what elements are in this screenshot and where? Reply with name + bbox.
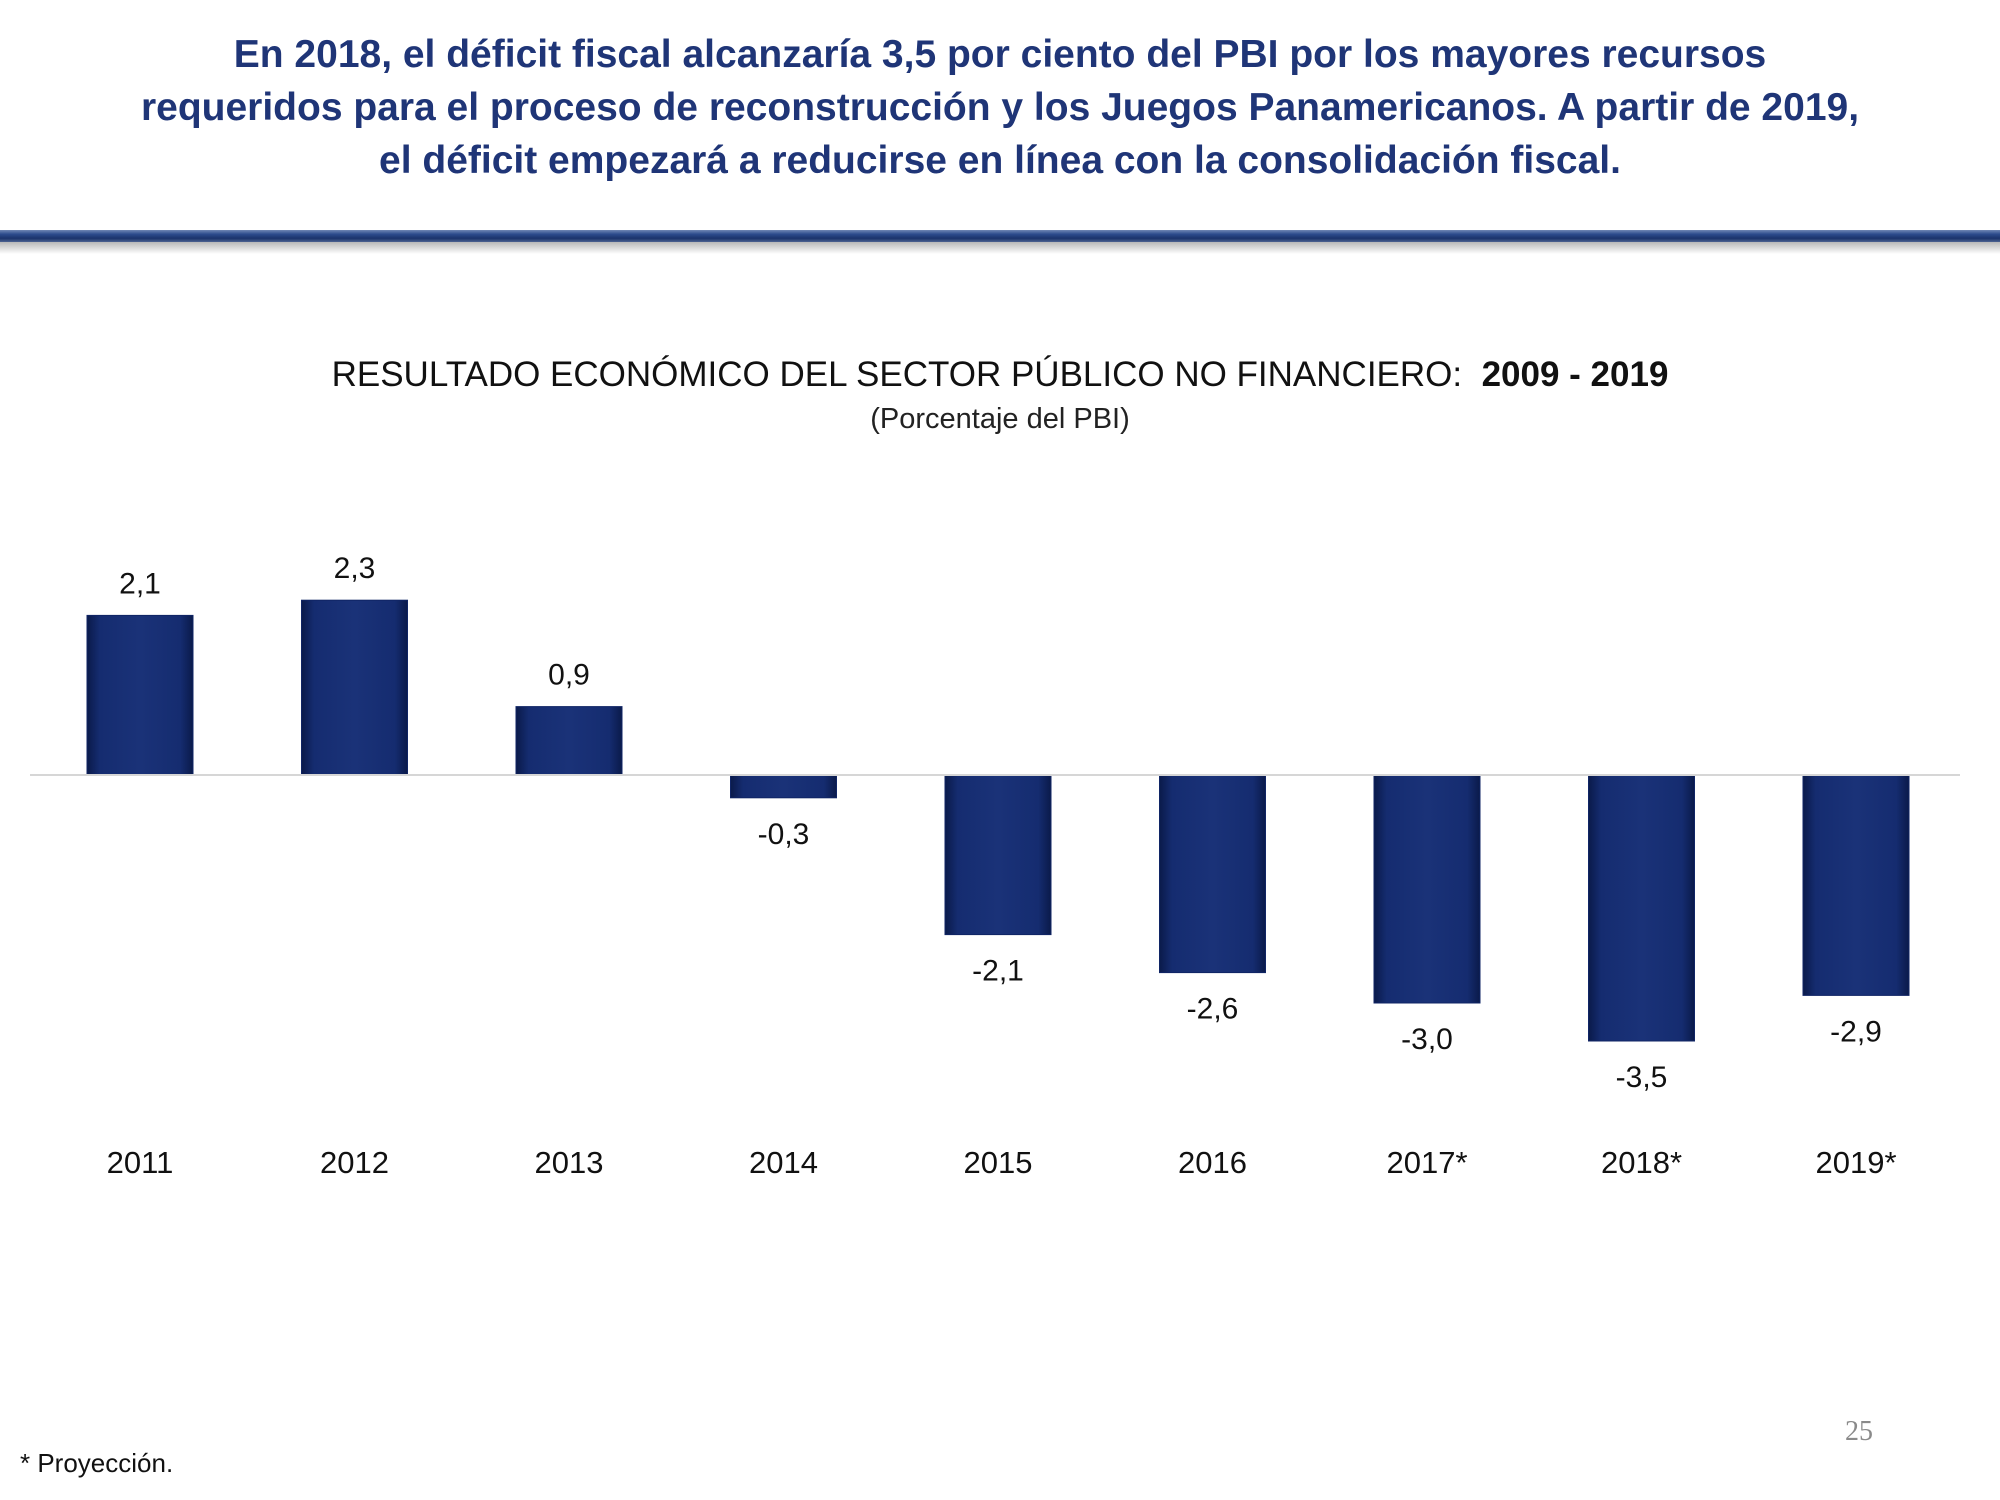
value-label: -2,6 — [1187, 993, 1239, 1026]
page-number: 25 — [1845, 1416, 1873, 1447]
bar-2011 — [86, 614, 194, 776]
headline: En 2018, el déficit fiscal alcanzaría 3,… — [0, 28, 2000, 187]
bar-2019-proj — [1802, 774, 1910, 996]
headline-line-1: En 2018, el déficit fiscal alcanzaría 3,… — [233, 33, 1767, 76]
category-label: 2015 — [964, 1145, 1033, 1180]
bar-2016 — [1159, 774, 1266, 974]
value-label: 2,3 — [334, 552, 376, 585]
category-label: 2018* — [1601, 1145, 1682, 1180]
headline-line-2: requeridos para el proceso de reconstruc… — [140, 86, 1860, 129]
labels-group: 2,1 2011 2,3 2012 0,9 2013 -0,3 2014 -2,1 2015 -2,… — [107, 552, 1897, 1180]
category-label: 2019* — [1815, 1145, 1896, 1180]
value-label: 2,1 — [119, 567, 161, 600]
bar-2012 — [301, 599, 408, 776]
category-label: 2016 — [1178, 1145, 1247, 1180]
category-label: 2012 — [320, 1145, 389, 1180]
chart-title-text: RESULTADO ECONÓMICO DEL SECTOR PÚBLICO N… — [331, 355, 1463, 394]
value-label: -0,3 — [758, 818, 810, 851]
value-label: -2,1 — [972, 955, 1024, 988]
value-label: 0,9 — [548, 659, 590, 692]
chart-title-years: 2009 - 2019 — [1481, 355, 1669, 394]
bar-2018-proj — [1588, 774, 1695, 1042]
bar-2017-proj — [1373, 774, 1481, 1004]
category-label: 2013 — [535, 1145, 604, 1180]
category-label: 2017* — [1386, 1145, 1467, 1180]
category-label: 2014 — [749, 1145, 818, 1180]
value-label: -3,5 — [1616, 1061, 1668, 1094]
footnote: * Proyección. — [20, 1448, 174, 1478]
bars-group — [86, 599, 1910, 1042]
bar-2013 — [515, 706, 623, 776]
chart-title: RESULTADO ECONÓMICO DEL SECTOR PÚBLICO N… — [0, 355, 2000, 395]
value-label: -3,0 — [1401, 1023, 1453, 1056]
category-label: 2011 — [107, 1145, 174, 1180]
headline-line-3: el déficit empezará a reducirse en línea… — [379, 139, 1621, 182]
header-divider-shadow — [0, 242, 2000, 254]
bar-2015 — [944, 774, 1052, 936]
header-divider — [0, 230, 2000, 242]
value-label: -2,9 — [1830, 1015, 1882, 1048]
chart-subtitle: (Porcentaje del PBI) — [870, 403, 1130, 435]
bar-2014 — [730, 774, 837, 799]
